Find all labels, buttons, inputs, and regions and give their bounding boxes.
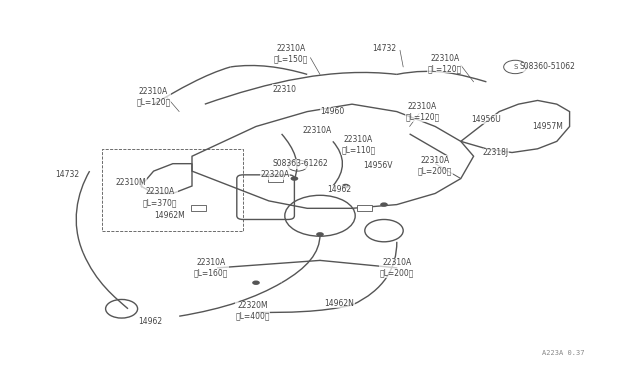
Text: 22310: 22310 bbox=[273, 85, 297, 94]
FancyBboxPatch shape bbox=[268, 176, 283, 182]
Text: 22310A: 22310A bbox=[302, 126, 332, 135]
Circle shape bbox=[252, 280, 260, 285]
Text: 22310A
〈L=370〉: 22310A 〈L=370〉 bbox=[143, 187, 177, 207]
Text: 14962N: 14962N bbox=[324, 299, 354, 308]
Text: 14732: 14732 bbox=[372, 44, 396, 53]
Text: S08360-51062: S08360-51062 bbox=[519, 62, 575, 71]
Text: 14962: 14962 bbox=[327, 185, 351, 194]
Text: S: S bbox=[296, 163, 300, 168]
Text: 22310A
〈L=110〉: 22310A 〈L=110〉 bbox=[341, 135, 376, 155]
Circle shape bbox=[380, 202, 388, 207]
Text: S: S bbox=[513, 64, 517, 70]
Text: 22310A
〈L=120〉: 22310A 〈L=120〉 bbox=[136, 87, 171, 106]
Circle shape bbox=[342, 184, 349, 188]
Text: 22320M
〈L=400〉: 22320M 〈L=400〉 bbox=[236, 301, 270, 320]
Text: 14962: 14962 bbox=[138, 317, 163, 326]
FancyBboxPatch shape bbox=[357, 205, 372, 211]
Text: 22310A
〈L=160〉: 22310A 〈L=160〉 bbox=[194, 258, 228, 278]
Text: 14956U: 14956U bbox=[472, 115, 501, 124]
Text: 22320A: 22320A bbox=[260, 170, 290, 179]
Text: A223A 0.37: A223A 0.37 bbox=[542, 350, 584, 356]
Text: 14962M: 14962M bbox=[154, 211, 185, 220]
Text: 14957M: 14957M bbox=[532, 122, 563, 131]
Text: 22318J: 22318J bbox=[483, 148, 509, 157]
Circle shape bbox=[291, 176, 298, 181]
Text: 14732: 14732 bbox=[55, 170, 79, 179]
Text: 22310A
〈L=120〉: 22310A 〈L=120〉 bbox=[428, 54, 462, 73]
Text: 22310A
〈L=120〉: 22310A 〈L=120〉 bbox=[405, 102, 440, 121]
Text: 22310M: 22310M bbox=[116, 178, 147, 187]
Text: 14960: 14960 bbox=[321, 107, 345, 116]
Text: 22310A
〈L=150〉: 22310A 〈L=150〉 bbox=[274, 44, 308, 64]
Text: 14956V: 14956V bbox=[363, 161, 392, 170]
Text: 22310A
〈L=200〉: 22310A 〈L=200〉 bbox=[418, 156, 452, 175]
Text: 22310A
〈L=200〉: 22310A 〈L=200〉 bbox=[380, 258, 414, 278]
Circle shape bbox=[316, 232, 324, 237]
Text: S08363-61262: S08363-61262 bbox=[273, 159, 329, 168]
FancyBboxPatch shape bbox=[191, 205, 206, 211]
